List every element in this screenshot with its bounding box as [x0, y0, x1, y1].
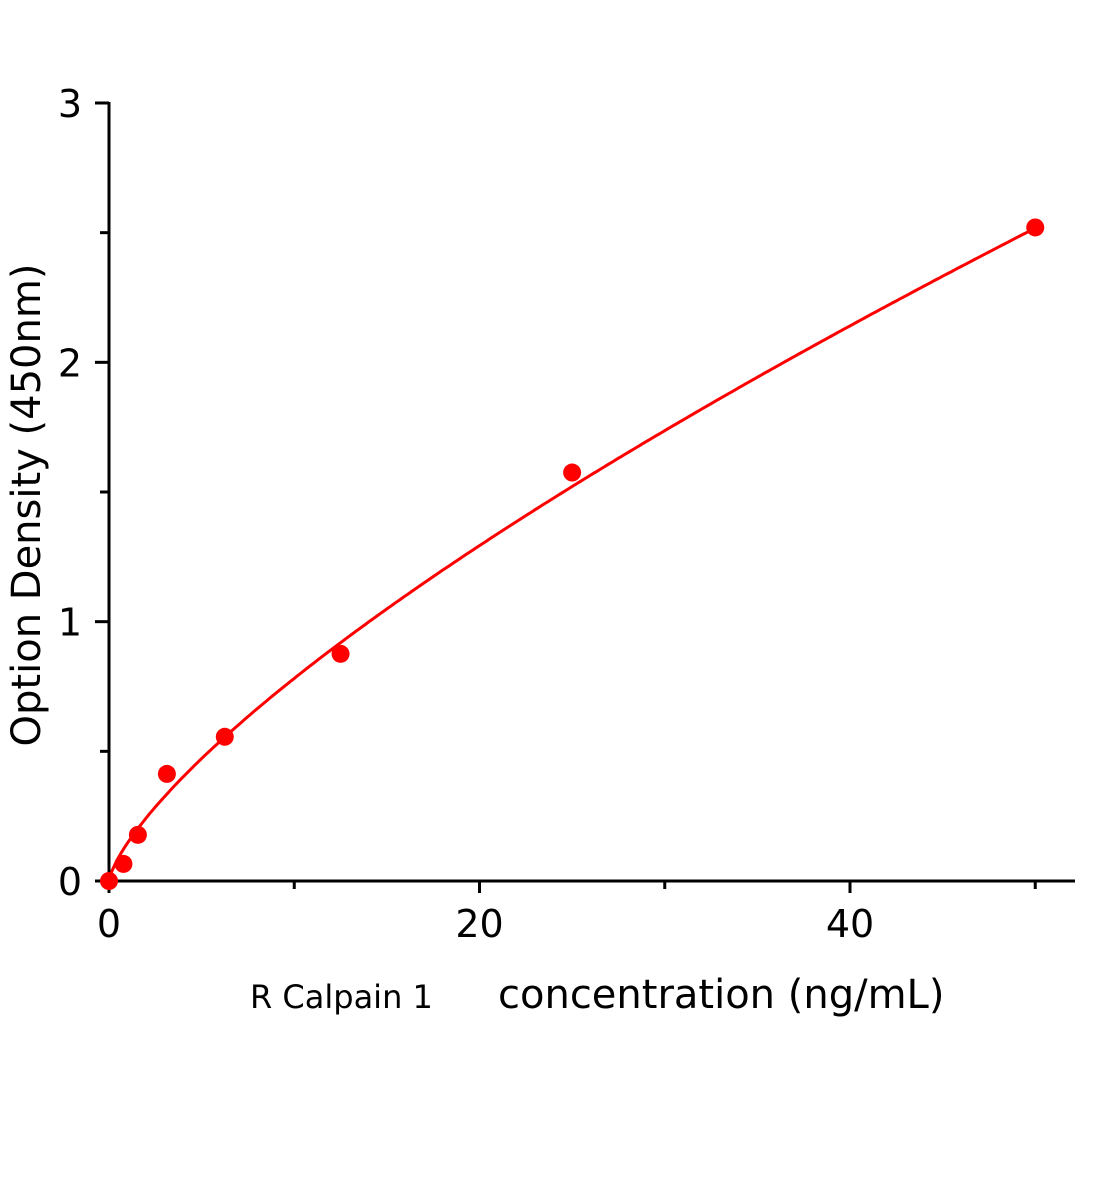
data-point: [128, 825, 147, 844]
data-points: [100, 218, 1045, 890]
y-tick-label: 1: [58, 601, 82, 645]
data-point: [215, 727, 234, 746]
data-point: [114, 854, 133, 873]
y-tick-label: 0: [58, 860, 82, 904]
data-point: [563, 463, 582, 482]
y-tick-label: 2: [58, 341, 82, 385]
x-tick-label: 0: [97, 902, 121, 946]
fit-curve: [107, 226, 1036, 882]
data-point: [1026, 218, 1045, 237]
data-point: [157, 764, 176, 783]
x-tick-label: 40: [826, 902, 874, 946]
x-axis-label: concentration (ng/mL): [498, 972, 944, 1018]
x-axis-label-prefix: R Calpain 1: [250, 978, 433, 1016]
x-tick-label: 20: [455, 902, 503, 946]
y-tick-label: 3: [58, 82, 82, 126]
data-point: [100, 872, 118, 890]
y-axis-label: Option Density (450nm): [4, 264, 50, 747]
axes: 0 20 40 0 1 2 3: [58, 82, 1075, 946]
data-point: [331, 644, 350, 663]
